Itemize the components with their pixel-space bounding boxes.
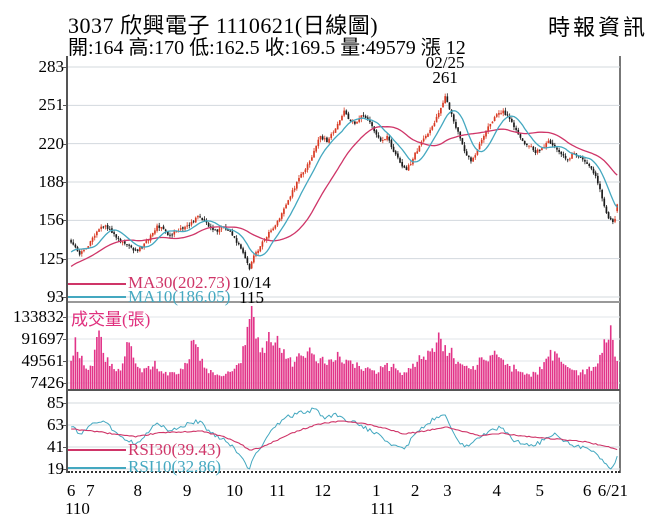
price-tick-156-tick <box>63 220 68 222</box>
month-label-6/21: 6/21 <box>597 481 628 500</box>
price-tick-220: 220 <box>38 133 65 153</box>
price-tick-93: 93 <box>47 286 64 306</box>
annotation-low-date: 10/14 <box>232 273 271 292</box>
annotation-high-date: 02/25 <box>425 53 465 72</box>
year-label-111: 111 <box>370 499 395 518</box>
rsi-panel <box>68 402 620 470</box>
ma30-leader-line <box>68 283 126 285</box>
rsi-tick-19: 19 <box>47 459 64 478</box>
price-tick-93-tick <box>63 296 68 298</box>
month-label-11: 11 <box>269 481 286 500</box>
month-label-6: 6 <box>582 481 592 500</box>
data-source-label: 時報資訊 <box>547 15 648 40</box>
volume-tick-91697: 91697 <box>21 329 65 348</box>
rsi-tick-85-tick <box>63 403 68 404</box>
month-label-5: 5 <box>535 481 545 500</box>
price-tick-283: 283 <box>38 57 65 76</box>
volume-tick-133832: 133832 <box>13 307 64 326</box>
rsi10-leader-line <box>68 467 126 469</box>
left-axis-line <box>66 56 68 473</box>
month-label-2: 2 <box>410 481 420 500</box>
price-tick-220-tick <box>63 143 68 145</box>
month-label-3: 3 <box>443 481 452 500</box>
year-label-110: 110 <box>65 499 90 518</box>
price-tick-125-tick <box>63 258 68 260</box>
price-tick-251: 251 <box>38 95 65 115</box>
annotation-high-price: 261 <box>432 68 458 87</box>
rsi-tick-19-tick <box>63 469 68 470</box>
volume-panel-title: 成交量(張) <box>71 310 151 329</box>
price-tick-251-tick <box>63 105 68 107</box>
rsi-tick-85: 85 <box>47 393 64 412</box>
volume-rsi-divider <box>68 389 620 391</box>
volume-tick-91697-tick <box>63 339 68 340</box>
price-tick-188-tick <box>63 181 68 183</box>
month-label-1: 1 <box>372 481 381 500</box>
month-label-8: 8 <box>133 481 142 500</box>
right-axis-line <box>619 56 621 473</box>
price-volume-divider <box>68 301 620 303</box>
price-tick-156: 156 <box>38 210 65 230</box>
volume-panel <box>68 306 620 389</box>
price-tick-188: 188 <box>38 171 65 191</box>
price-tick-125: 125 <box>38 248 65 268</box>
month-label-10: 10 <box>225 481 243 500</box>
price-candlestick-panel <box>68 66 620 298</box>
volume-tick-49561-tick <box>63 361 68 362</box>
rsi10-legend: RSI10(32.86) <box>128 457 222 476</box>
volume-tick-7426-tick <box>63 383 68 384</box>
volume-tick-133832-tick <box>63 317 68 318</box>
chart-title: 3037 欣興電子 1110621(日線圖) <box>68 13 379 38</box>
ma10-leader-line <box>68 296 126 298</box>
rsi-tick-63-tick <box>63 425 68 426</box>
rsi-tick-41-tick <box>63 447 68 448</box>
bottom-axis-line <box>68 471 620 473</box>
price-tick-283-tick <box>63 67 68 68</box>
month-label-7: 7 <box>86 481 95 500</box>
rsi30-legend: RSI30(39.43) <box>128 440 222 459</box>
month-label-12: 12 <box>314 481 332 500</box>
annotation-low-price: 115 <box>239 288 264 307</box>
volume-tick-7426: 7426 <box>30 373 64 392</box>
rsi-tick-41: 41 <box>47 437 64 456</box>
rsi-tick-63: 63 <box>47 415 64 434</box>
ma10-legend: MA10(186.05) <box>128 287 231 306</box>
volume-tick-49561: 49561 <box>21 351 65 370</box>
ohlc-quote-line: 開:164 高:170 低:162.5 收:169.5 量:49579 漲 12 <box>68 37 466 59</box>
month-label-6: 6 <box>66 481 76 500</box>
month-label-9: 9 <box>182 481 192 500</box>
rsi30-leader-line <box>68 449 126 451</box>
ma30-legend: MA30(202.73) <box>128 273 231 292</box>
month-label-4: 4 <box>492 481 502 500</box>
